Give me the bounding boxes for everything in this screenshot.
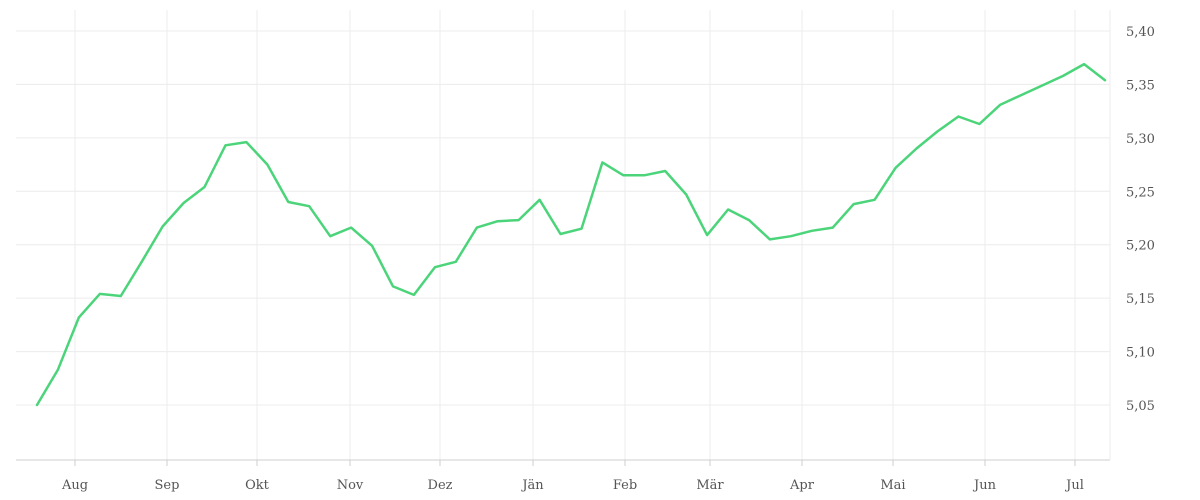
y-tick-label: 5,05 [1126,399,1155,414]
y-tick-label: 5,10 [1126,346,1155,361]
y-tick-label: 5,15 [1126,292,1155,307]
x-tick-label: Aug [61,478,88,493]
x-tick-label: Jän [520,478,544,493]
x-tick-label: Nov [337,478,364,493]
axes [16,10,1111,466]
x-tick-label: Mär [696,478,724,493]
y-tick-label: 5,40 [1126,25,1155,40]
tick-labels: 5,05 5,10 5,15 5,20 5,25 5,30 5,35 5,40 Aug Sep Ok… [61,25,1155,493]
y-tick-label: 5,20 [1126,239,1155,254]
x-tick-label: Apr [789,478,815,493]
x-tick-label: Jul [1064,478,1084,493]
series-line [35,62,1107,407]
grid [16,10,1110,460]
y-tick-label: 5,30 [1126,132,1155,147]
y-tick-label: 5,35 [1126,78,1155,93]
series-layer [35,62,1107,407]
x-tick-label: Okt [245,478,270,493]
y-tick-label: 5,25 [1126,185,1155,200]
x-tick-label: Dez [428,478,453,493]
x-tick-label: Jun [972,478,997,493]
x-tick-label: Mai [880,478,905,493]
x-tick-label: Feb [613,478,637,493]
x-tick-label: Sep [155,478,180,493]
